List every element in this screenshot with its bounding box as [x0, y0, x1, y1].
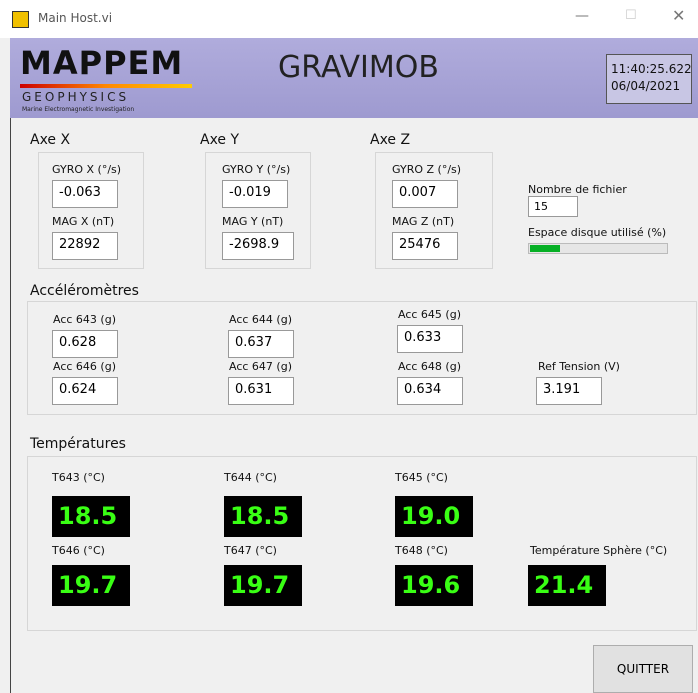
temp-title: Températures: [30, 436, 126, 452]
maximize[interactable]: ☐: [625, 8, 637, 23]
temp-label: T646 (°C): [52, 544, 105, 557]
disk-fill: [530, 245, 560, 252]
temp-label: T645 (°C): [395, 471, 448, 484]
axis-title: Axe Y: [200, 132, 240, 148]
header: MAPPEM GEOPHYSICS Marine Electromagnetic…: [10, 38, 698, 118]
gyro-label: GYRO Z (°/s): [392, 163, 462, 176]
acc-value: 0.637: [228, 330, 294, 358]
clock: 11:40:25.622 06/04/2021: [606, 54, 692, 104]
acc-label: Acc 643 (g): [53, 313, 116, 326]
acc-value: 0.631: [228, 377, 294, 405]
mag-value: 22892: [52, 232, 118, 260]
mag-value: -2698.9: [222, 232, 294, 260]
mag-label: MAG Y (nT): [222, 215, 284, 228]
acc-title: Accéléromètres: [30, 283, 139, 299]
acc-label: Acc 648 (g): [398, 360, 461, 373]
gyro-label: GYRO X (°/s): [52, 163, 122, 176]
left-border: [10, 118, 11, 693]
axis-panel: [375, 152, 493, 269]
temp-label: T643 (°C): [52, 471, 105, 484]
app-title: GRAVIMOB: [278, 50, 439, 85]
temp-value: 19.0: [395, 496, 473, 537]
mag-value: 25476: [392, 232, 458, 260]
temp-label: T648 (°C): [395, 544, 448, 557]
mag-label: MAG X (nT): [52, 215, 115, 228]
close[interactable]: ✕: [672, 6, 686, 25]
logo-stripe: [20, 84, 192, 88]
temp-value: 18.5: [224, 496, 302, 537]
axis-panel: [205, 152, 311, 269]
logo-sub: GEOPHYSICS: [22, 90, 130, 104]
quit-button[interactable]: QUITTER: [593, 645, 693, 693]
files-count-label: Nombre de fichier: [528, 183, 627, 196]
acc-label: Acc 644 (g): [229, 313, 292, 326]
temp-panel: [27, 456, 697, 631]
gyro-value: -0.063: [52, 180, 118, 208]
sphere-value: 21.4: [528, 565, 606, 606]
time: 11:40:25.622: [611, 62, 692, 76]
title-bar: Main Host.vi — ☐ ✕: [0, 0, 698, 38]
temp-value: 19.6: [395, 565, 473, 606]
acc-value: 0.624: [52, 377, 118, 405]
axis-title: Axe X: [30, 132, 71, 148]
disk-label: Espace disque utilisé (%): [528, 226, 667, 239]
acc-label: Acc 646 (g): [53, 360, 116, 373]
axis-panel: [38, 152, 144, 269]
axis-title: Axe Z: [370, 132, 411, 148]
ref-label: Ref Tension (V): [538, 360, 620, 373]
gyro-value: -0.019: [222, 180, 288, 208]
acc-value: 0.634: [397, 377, 463, 405]
temp-value: 19.7: [52, 565, 130, 606]
temp-label: T647 (°C): [224, 544, 277, 557]
date: 06/04/2021: [611, 79, 681, 93]
minimize[interactable]: —: [575, 8, 589, 24]
gyro-label: GYRO Y (°/s): [222, 163, 291, 176]
acc-label: Acc 647 (g): [229, 360, 292, 373]
mag-label: MAG Z (nT): [392, 215, 455, 228]
temp-value: 18.5: [52, 496, 130, 537]
acc-label: Acc 645 (g): [398, 308, 461, 321]
acc-value: 0.628: [52, 330, 118, 358]
temp-value: 19.7: [224, 565, 302, 606]
app-icon: [12, 11, 29, 28]
acc-value: 0.633: [397, 325, 463, 353]
window-title: Main Host.vi: [38, 11, 113, 25]
temp-label: T644 (°C): [224, 471, 277, 484]
acc-panel: [27, 301, 697, 415]
disk-bar: [528, 243, 668, 254]
sphere-label: Température Sphère (°C): [530, 544, 668, 557]
gyro-value: 0.007: [392, 180, 458, 208]
logo: MAPPEM: [20, 44, 184, 82]
files-count: 15: [528, 196, 578, 217]
ref-value: 3.191: [536, 377, 602, 405]
logo-tagline: Marine Electromagnetic Investigation: [22, 106, 135, 113]
